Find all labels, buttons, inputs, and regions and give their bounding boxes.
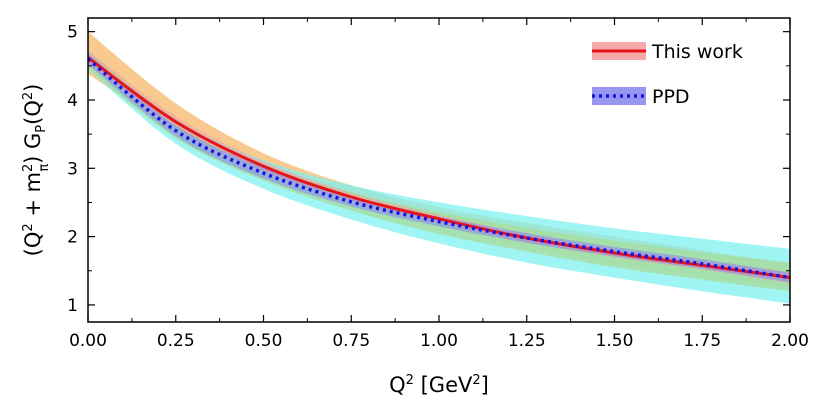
x-tick-label-0: 0.00	[69, 331, 107, 351]
x-tick-label-6: 1.50	[596, 331, 634, 351]
legend-label-ppd: PPD	[652, 86, 690, 108]
x-tick-label-1: 0.25	[157, 331, 195, 351]
series-lines	[88, 56, 790, 280]
x-tick-label-8: 2.00	[771, 331, 809, 351]
y-tick-label-1: 2	[67, 228, 78, 248]
x-axis-label: Q2 [GeV2]	[389, 373, 489, 397]
x-tick-label-4: 1.00	[420, 331, 458, 351]
y-tick-label-0: 1	[67, 296, 78, 316]
legend: This work PPD	[592, 41, 743, 108]
y-axis-label: (Q2 + m2π) GP(Q2)	[21, 84, 52, 257]
y-tick-label-4: 5	[67, 23, 78, 43]
x-tick-label-3: 0.75	[332, 331, 370, 351]
x-tick-label-7: 1.75	[683, 331, 721, 351]
extra-band-1	[88, 50, 790, 304]
y-axis-ticks: 1 2 3 4 5	[67, 23, 790, 316]
y-tick-label-3: 4	[67, 91, 78, 111]
x-tick-label-2: 0.50	[245, 331, 283, 351]
legend-label-this-work: This work	[651, 41, 743, 63]
legend-swatch-band-ppd	[592, 87, 646, 105]
x-tick-label-5: 1.25	[508, 331, 546, 351]
y-tick-label-2: 3	[67, 159, 78, 179]
x-axis-ticks: 0.00 0.25 0.50 0.75 1.00 1.25 1.50 1.75 2.00	[69, 18, 809, 351]
series-line-1	[88, 57, 790, 280]
